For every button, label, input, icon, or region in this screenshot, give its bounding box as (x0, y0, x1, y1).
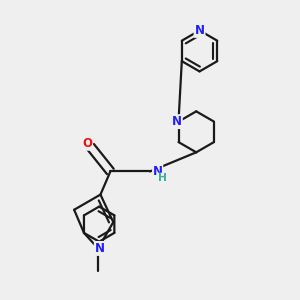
Text: O: O (82, 137, 92, 150)
Text: N: N (153, 165, 163, 178)
Text: N: N (95, 242, 105, 255)
Text: H: H (158, 173, 167, 183)
Text: N: N (172, 115, 182, 128)
Text: N: N (194, 24, 205, 37)
